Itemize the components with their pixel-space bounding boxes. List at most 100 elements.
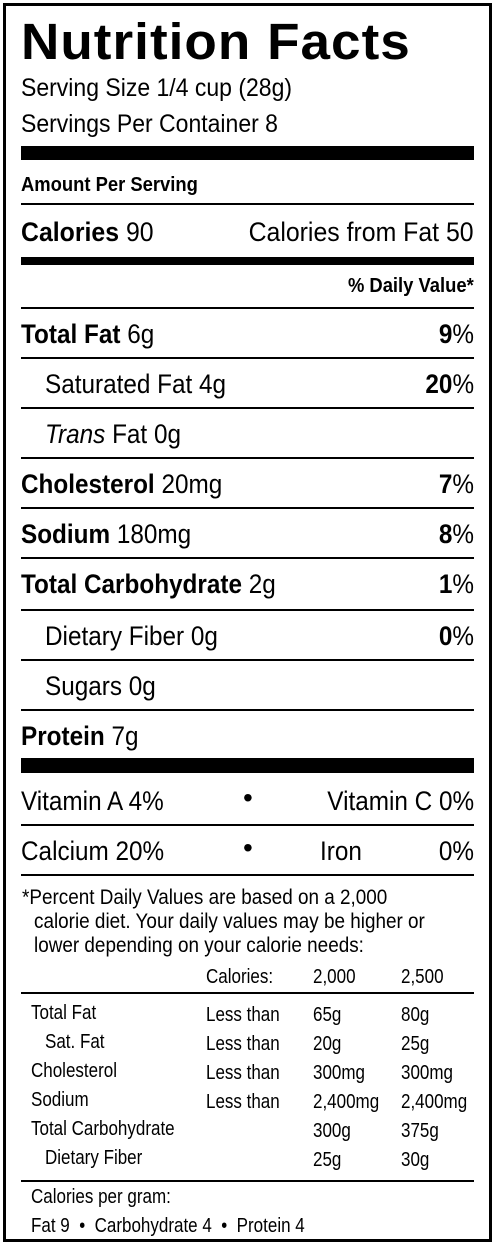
nutrient-row-total-carbohydrate: Total Carbohydrate 2g 1% [21, 559, 474, 609]
nutrient-row-dietary-fiber: Dietary Fiber 0g 0% [21, 611, 474, 661]
nutrient-label: Saturated Fat [45, 369, 193, 399]
divider [21, 357, 474, 359]
percent-sign: % [452, 519, 474, 549]
dv-row-name: Sat. Fat [45, 1031, 105, 1053]
bullet: • [221, 1215, 228, 1237]
footnote-line-3: lower depending on your calorie needs: [34, 934, 364, 957]
percent-sign: % [452, 621, 474, 651]
dv-row-name: Total Fat [31, 1002, 97, 1024]
dv-row-value-2000: 25g [313, 1149, 342, 1171]
calories-label: Calories [21, 217, 120, 247]
nutrient-amount: 2g [248, 569, 276, 599]
dv-row-value-2500: 300mg [401, 1062, 453, 1084]
bullet: • [79, 1215, 86, 1237]
nutrient-label: Cholesterol [21, 469, 155, 499]
divider [21, 609, 474, 611]
vitamin-c: Vitamin C 0% [327, 786, 474, 816]
bullet: • [243, 832, 253, 863]
label-title: Nutrition Facts [21, 13, 411, 70]
divider [21, 709, 474, 711]
protein-per-gram: Protein 4 [236, 1215, 305, 1237]
dv-row-value-2000: 2,400mg [313, 1091, 380, 1113]
nutrient-row-trans-fat: Trans Fat 0g [21, 409, 474, 459]
divider [21, 992, 474, 994]
percent-sign: % [452, 369, 474, 399]
percent-sign: % [452, 569, 474, 599]
nutrient-row-sodium: Sodium 180mg 8% [21, 509, 474, 559]
nutrient-label: Sodium [21, 519, 111, 549]
dv-header-2500: 2,500 [401, 966, 444, 988]
dv-row-name: Cholesterol [31, 1060, 117, 1082]
nutrient-amount: 7g [111, 721, 139, 751]
nutrient-amount: 0g [190, 621, 218, 651]
dv-row-value-2000: 20g [313, 1033, 342, 1055]
nutrient-percent: 20 [425, 369, 453, 399]
dv-row-value-2500: 2,400mg [401, 1091, 468, 1113]
nutrient-label: Protein [21, 721, 105, 751]
nutrient-row-sugars: Sugars 0g [21, 661, 474, 711]
divider [21, 307, 474, 309]
calories-from-fat: Calories from Fat 50 [248, 217, 474, 247]
nutrient-row-cholesterol: Cholesterol 20mg 7% [21, 459, 474, 509]
nutrient-label: Trans [45, 419, 106, 449]
calories-value: 90 [125, 217, 154, 247]
medium-divider [21, 257, 474, 265]
nutrient-percent: 7 [438, 469, 453, 499]
vitamin-a: Vitamin A 4% [21, 786, 164, 816]
divider [21, 874, 474, 876]
servings-per-container: Servings Per Container 8 [21, 110, 278, 138]
bullet: • [243, 782, 253, 813]
nutrient-percent: 9 [438, 319, 453, 349]
dv-row-value-2000: 65g [313, 1004, 342, 1026]
amount-per-serving: Amount Per Serving [21, 174, 198, 196]
divider [21, 203, 474, 205]
dv-row-value-2500: 80g [401, 1004, 430, 1026]
nutrient-row-protein: Protein 7g [21, 711, 474, 761]
nutrient-row-saturated-fat: Saturated Fat 4g 20% [21, 359, 474, 409]
calcium: Calcium 20% [21, 836, 165, 866]
nutrient-amount: 180mg [116, 519, 192, 549]
nutrient-label: Total Carbohydrate [21, 569, 242, 599]
carbohydrate-per-gram: Carbohydrate 4 [94, 1215, 212, 1237]
calories-line: Calories 90 [21, 217, 154, 248]
nutrient-percent: 8 [438, 519, 453, 549]
divider [21, 557, 474, 559]
nutrition-facts-label: Nutrition Facts Serving Size 1/4 cup (28… [3, 3, 492, 1242]
divider [21, 824, 474, 826]
nutrient-row-total-fat: Total Fat 6g 9% [21, 309, 474, 359]
serving-size: Serving Size 1/4 cup (28g) [21, 74, 293, 102]
nutrient-label: Dietary Fiber [45, 621, 185, 651]
daily-value-header: % Daily Value* [348, 275, 474, 297]
nutrient-label: Total Fat [21, 319, 121, 349]
divider [21, 507, 474, 509]
dv-row-value-2000: 300g [313, 1120, 351, 1142]
nutrient-amount: 0g [153, 419, 181, 449]
footnote-line-2: calorie diet. Your daily values may be h… [34, 910, 425, 933]
nutrient-amount: 4g [199, 369, 227, 399]
footnote-line-1: *Percent Daily Values are based on a 2,0… [22, 886, 388, 909]
dv-row-value-2000: 300mg [313, 1062, 365, 1084]
iron-value: 0% [438, 836, 474, 866]
dv-row-value-2500: 375g [401, 1120, 439, 1142]
nutrient-amount: 20mg [161, 469, 223, 499]
divider [21, 1180, 474, 1182]
percent-sign: % [452, 319, 474, 349]
dv-row-qualifier: Less than [206, 1091, 280, 1113]
dv-row-name: Sodium [31, 1089, 89, 1111]
fat-per-gram: Fat 9 [31, 1215, 70, 1237]
divider [21, 457, 474, 459]
dv-row-qualifier: Less than [206, 1062, 280, 1084]
dv-row-value-2500: 25g [401, 1033, 430, 1055]
nutrient-amount: 6g [127, 319, 155, 349]
dv-row-qualifier: Less than [206, 1033, 280, 1055]
nutrient-label-rest: Fat [112, 419, 148, 449]
nutrient-percent: 0 [438, 621, 453, 651]
thick-divider-top [21, 146, 474, 160]
nutrient-percent: 1 [438, 569, 453, 599]
dv-row-name: Dietary Fiber [45, 1147, 143, 1169]
thick-divider-vitamins [21, 758, 474, 773]
dv-row-name: Total Carbohydrate [31, 1118, 175, 1140]
dv-row-value-2500: 30g [401, 1149, 430, 1171]
calories-per-gram-values: Fat 9 • Carbohydrate 4 • Protein 4 [31, 1215, 305, 1238]
dv-row-qualifier: Less than [206, 1004, 280, 1026]
